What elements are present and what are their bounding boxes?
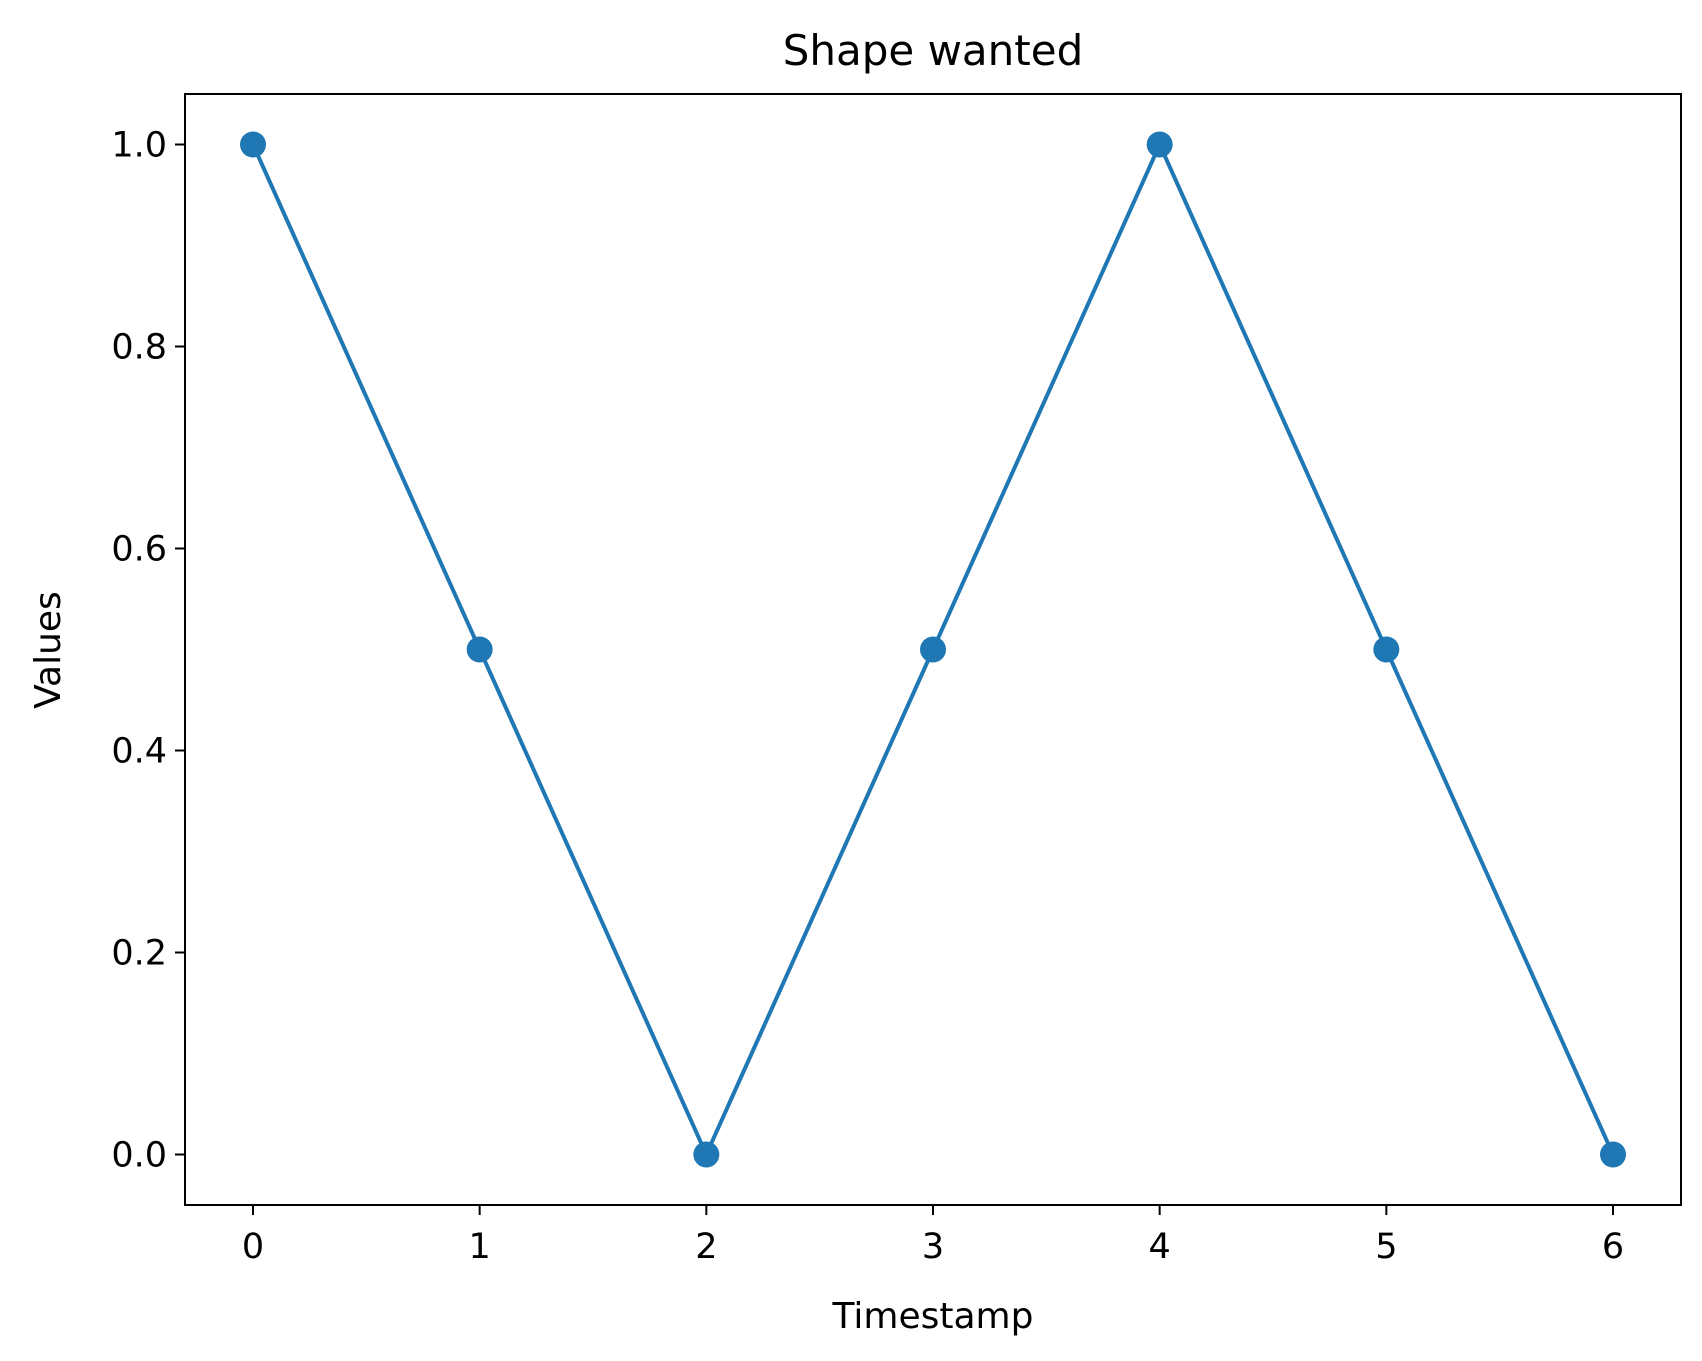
data-point-4 (1146, 131, 1173, 158)
y-axis-ticks: 0.0 0.2 0.4 0.6 0.8 1.0 (111, 126, 185, 1176)
data-point-0 (240, 131, 266, 158)
x-tick-label: 0 (242, 1227, 264, 1267)
x-tick-label: 1 (469, 1227, 491, 1267)
y-tick-label: 1.0 (111, 126, 167, 166)
data-point-2 (693, 1141, 720, 1168)
y-tick-label: 0.4 (111, 732, 167, 772)
plot-frame (184, 93, 1682, 1206)
y-tick-label: 0.0 (111, 1136, 167, 1176)
x-tick-label: 5 (1375, 1227, 1397, 1267)
data-point-6 (1600, 1141, 1626, 1168)
data-point-5 (1373, 636, 1400, 663)
x-tick-label: 6 (1602, 1227, 1624, 1267)
y-tick-label: 0.8 (111, 328, 167, 368)
x-axis-ticks: 0 1 2 3 4 5 6 (242, 1205, 1624, 1267)
data-point-3 (920, 636, 946, 663)
y-tick-label: 0.6 (111, 530, 167, 570)
data-point-1 (466, 636, 493, 663)
y-axis-title: Values (28, 591, 69, 709)
x-axis-title: Timestamp (832, 1296, 1034, 1337)
series-markers (240, 131, 1626, 1168)
x-tick-label: 4 (1149, 1227, 1171, 1267)
x-tick-label: 3 (922, 1227, 944, 1267)
chart-title: Shape wanted (783, 26, 1084, 75)
y-tick-label: 0.2 (111, 934, 167, 974)
x-tick-label: 2 (695, 1227, 717, 1267)
